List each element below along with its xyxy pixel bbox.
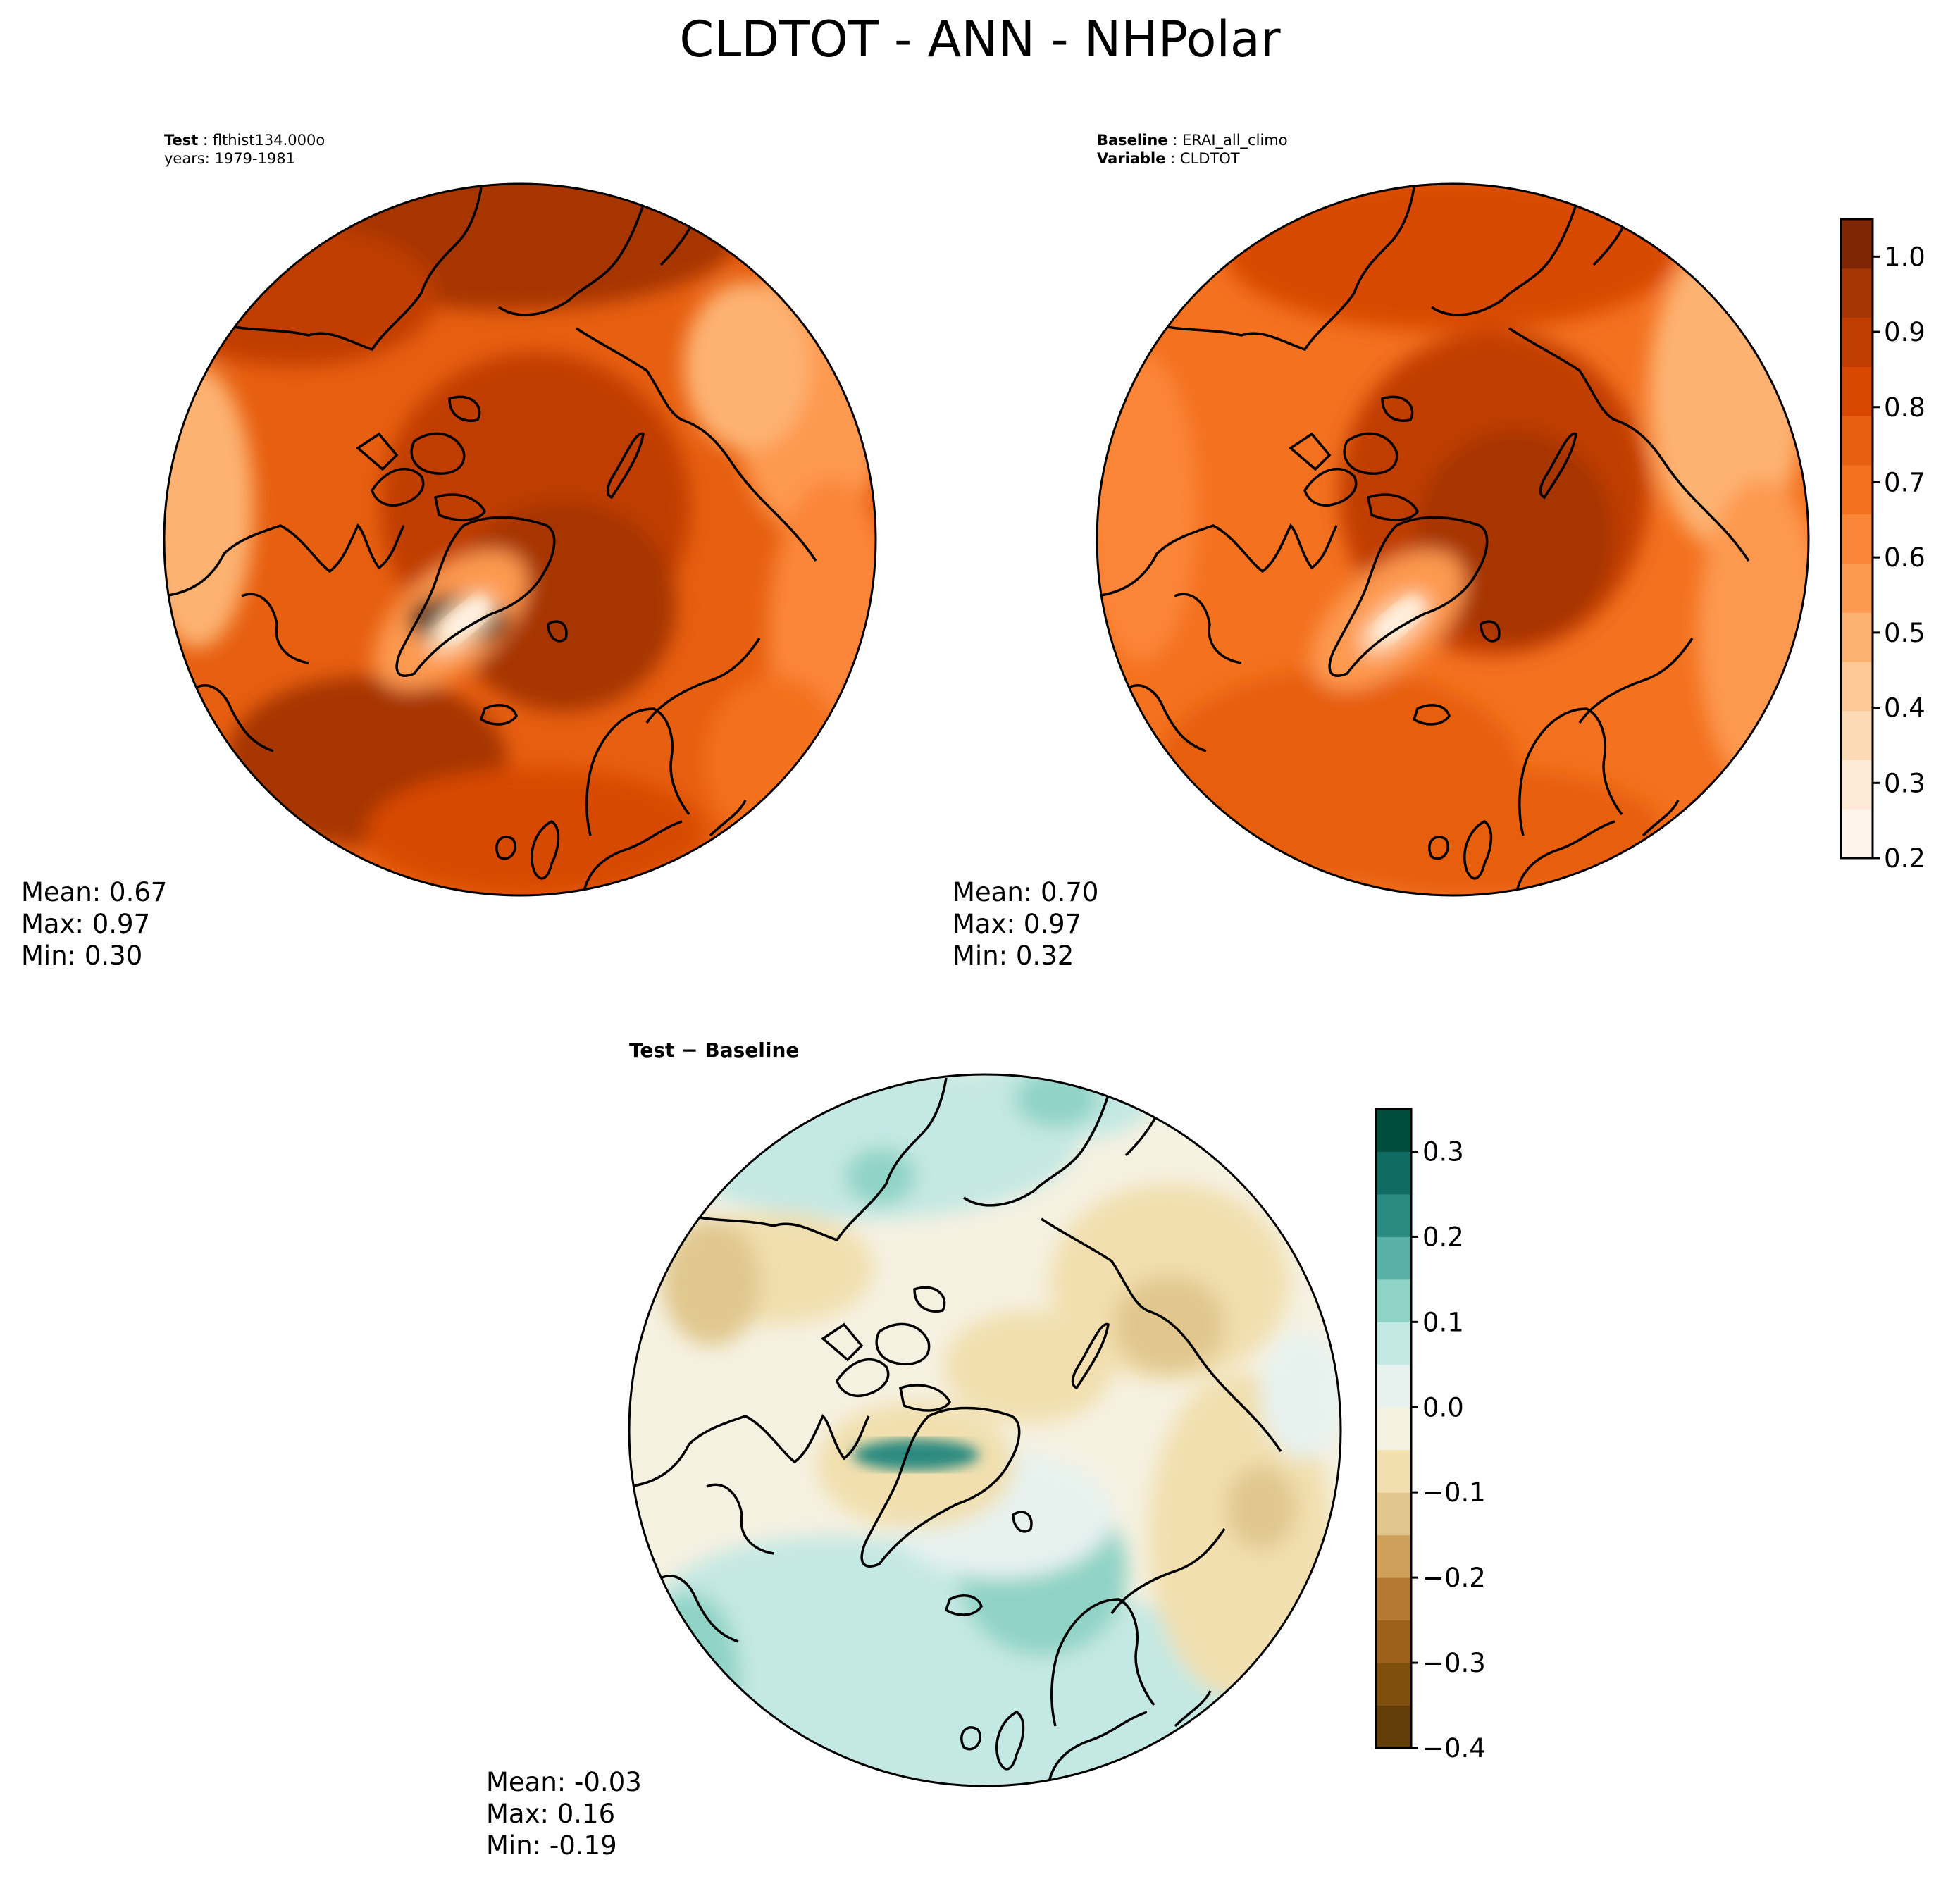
colorbar-segment	[1376, 1663, 1411, 1706]
diff-map	[629, 1074, 1341, 1786]
baseline-min: Min: 0.32	[953, 941, 1074, 971]
baseline-header-line2: Variable : CLDTOT	[1097, 150, 1240, 167]
colorbar-tick-label: 0.0	[1422, 1392, 1464, 1422]
colorbar-tick-label: 0.9	[1884, 317, 1925, 347]
colorbar-segment	[1841, 809, 1873, 859]
colorbar-segment	[1841, 317, 1873, 367]
colorbar-frame	[1375, 1108, 1413, 1749]
colorbar-segment	[1841, 219, 1873, 269]
colorbar-tick-label: 0.7	[1884, 467, 1925, 497]
colorbar-segment	[1376, 1534, 1411, 1578]
test-max: Max: 0.97	[21, 909, 150, 939]
colorbar-tick-label: 0.6	[1884, 542, 1925, 573]
test-min: Min: 0.30	[21, 941, 142, 971]
colorbar-segment	[1376, 1151, 1411, 1195]
colorbar-segment	[1376, 1364, 1411, 1408]
diff-max: Max: 0.16	[486, 1799, 615, 1829]
colorbar-segment	[1841, 563, 1873, 613]
colorbar-tick-label: −0.2	[1422, 1563, 1486, 1593]
colorbar-tick-label: −0.4	[1422, 1733, 1486, 1763]
colorbar-segment	[1841, 759, 1873, 810]
colorbar-tick-label: 0.2	[1422, 1222, 1464, 1252]
colorbar-segment	[1376, 1322, 1411, 1365]
diff-colorbar: −0.4 −0.3 −0.2 −0.1 0.0 0.1 0.2 0.3	[1375, 1108, 1486, 1763]
colorbar-segment	[1376, 1236, 1411, 1280]
colorbar-tick-label: −0.1	[1422, 1477, 1486, 1508]
colorbar-segment	[1376, 1705, 1411, 1749]
main-colorbar: 0.2 0.3 0.4 0.5 0.6 0.7 0.8 0.9 1.0	[1840, 218, 1925, 874]
colorbar-segment	[1841, 661, 1873, 712]
colorbar-segment	[1841, 514, 1873, 564]
test-header-line1: Test : flthist134.000o	[164, 132, 325, 149]
colorbar-tick-label: 0.5	[1884, 618, 1925, 648]
colorbar-segment	[1376, 1193, 1411, 1237]
colorbar-segment	[1841, 366, 1873, 416]
variable-label: Variable	[1097, 150, 1165, 167]
colorbar-tick-label: 0.8	[1884, 392, 1925, 423]
colorbar-tick-label: 0.3	[1884, 768, 1925, 798]
diff-header: Test − Baseline	[629, 1038, 799, 1062]
colorbar-segment	[1376, 1449, 1411, 1493]
test-panel: Test : flthist134.000o years: 1979-1981	[21, 132, 877, 971]
colorbar-tick-label: 0.1	[1422, 1307, 1464, 1337]
colorbar-segment	[1376, 1279, 1411, 1322]
diff-panel: Test − Baseline	[486, 1038, 1342, 1861]
baseline-mean: Mean: 0.70	[953, 877, 1098, 907]
baseline-panel: Baseline : ERAI_all_climo Variable : CLD…	[953, 132, 1810, 971]
colorbar-tick-label: 0.2	[1884, 843, 1925, 874]
colorbar-segment	[1841, 612, 1873, 662]
colorbar-tick-label: 0.4	[1884, 693, 1925, 724]
test-label: Test	[164, 132, 198, 149]
colorbar-tick-label: 1.0	[1884, 242, 1925, 272]
test-case-name: flthist134.000o	[213, 132, 325, 149]
test-years: years: 1979-1981	[164, 150, 295, 167]
colorbar-frame	[1840, 218, 1874, 860]
colorbar-segment	[1841, 464, 1873, 515]
test-map	[164, 184, 876, 895]
test-mean: Mean: 0.67	[21, 877, 167, 907]
colorbar-tick-label: 0.3	[1422, 1136, 1464, 1167]
colorbar-segment	[1376, 1492, 1411, 1536]
colorbar-tick-label: −0.3	[1422, 1648, 1486, 1678]
variable-name: CLDTOT	[1180, 150, 1240, 167]
baseline-header-line1: Baseline : ERAI_all_climo	[1097, 132, 1288, 149]
colorbar-segment	[1376, 1620, 1411, 1663]
baseline-label: Baseline	[1097, 132, 1168, 149]
colorbar-segment	[1376, 1407, 1411, 1451]
diff-mean: Mean: -0.03	[486, 1767, 642, 1797]
colorbar-segment	[1841, 710, 1873, 760]
baseline-map	[1097, 184, 1809, 895]
figure-title: CLDTOT - ANN - NHPolar	[679, 11, 1280, 68]
baseline-max: Max: 0.97	[953, 909, 1081, 939]
colorbar-segment	[1841, 416, 1873, 466]
colorbar-segment	[1376, 1577, 1411, 1621]
diff-min: Min: -0.19	[486, 1830, 617, 1861]
colorbar-segment	[1376, 1109, 1411, 1152]
baseline-case-name: ERAI_all_climo	[1182, 132, 1288, 149]
colorbar-segment	[1841, 268, 1873, 318]
